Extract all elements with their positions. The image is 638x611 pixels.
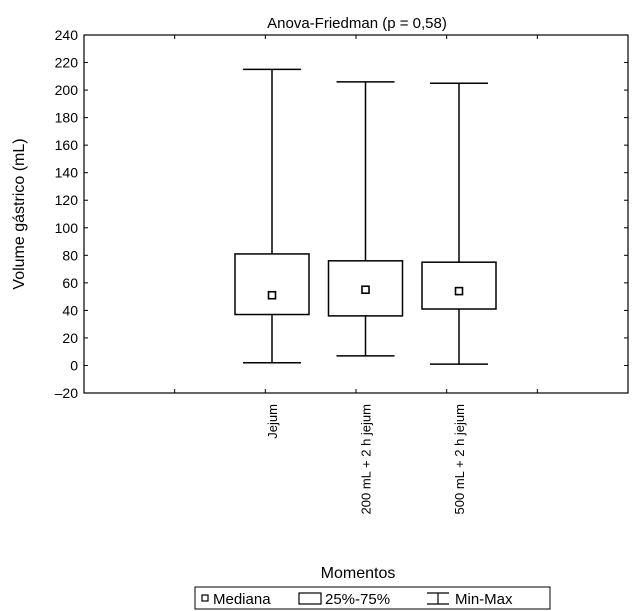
box-iqr (234, 253, 310, 316)
x-axis-label: Momentos (321, 565, 396, 582)
y-tick-label: 140 (55, 165, 79, 181)
box-iqr (421, 261, 497, 310)
y-tick-label: 240 (55, 27, 79, 43)
y-tick-label: 40 (62, 302, 78, 318)
y-tick-label: 180 (55, 110, 79, 126)
median-marker (267, 290, 277, 300)
legend-label-minmax: Min-Max (455, 591, 513, 608)
plot-area-frame (83, 34, 629, 394)
x-axis: Jejum 200 mL + 2 h jejum 500 mL + 2 h jeju… (174, 35, 538, 514)
y-axis: –20 0 20 40 60 80 100 120 140 160 180 200 220 240 (55, 27, 628, 401)
x-tick-label: 200 mL + 2 h jejum (359, 404, 374, 514)
y-tick-label: 160 (55, 137, 79, 153)
legend-frame (194, 586, 551, 610)
y-tick-label: 0 (70, 357, 78, 373)
x-tick-label: Jejum (265, 404, 280, 439)
box-3 (421, 82, 497, 365)
legend-median-symbol (201, 594, 209, 602)
legend-label-median: Mediana (213, 591, 271, 608)
y-tick-label: 60 (62, 275, 78, 291)
legend-label-iqr: 25%-75% (325, 591, 390, 608)
y-tick-label: 220 (55, 55, 79, 71)
median-marker (361, 285, 370, 295)
legend: Mediana 25%-75% Min-Max (194, 586, 551, 610)
boxes (234, 68, 497, 365)
y-tick-label: 100 (55, 220, 79, 236)
legend-box-symbol (298, 592, 322, 605)
chart-title: Anova-Friedman (p = 0,58) (267, 15, 447, 32)
legend-whisker-symbol (427, 592, 449, 605)
y-tick-label: 80 (62, 247, 78, 263)
box-2 (327, 81, 404, 357)
box-1 (234, 68, 310, 364)
y-tick-label: –20 (55, 385, 79, 401)
y-axis-label: Volume gástrico (mL) (11, 138, 28, 289)
y-tick-label: 20 (62, 330, 78, 346)
y-tick-label: 200 (55, 82, 79, 98)
median-marker (454, 286, 464, 296)
y-tick-label: 120 (55, 192, 79, 208)
x-tick-label: 500 mL + 2 h jejum (452, 404, 467, 514)
